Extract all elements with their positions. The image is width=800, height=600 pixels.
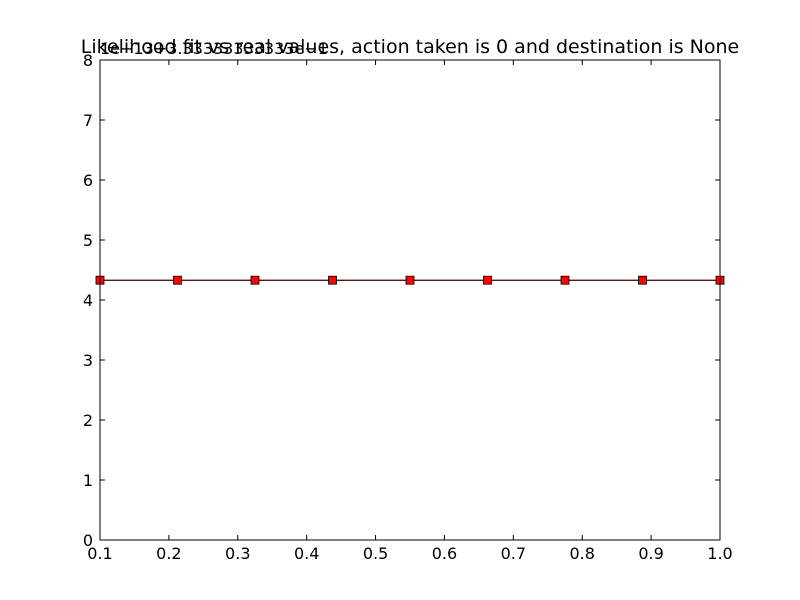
y-axis: 0 1 2 3 4 5 6 7 8 (83, 51, 720, 550)
x-tick-label: 0.7 (501, 544, 526, 563)
x-tick-label: 0.1 (87, 544, 112, 563)
y-tick-label: 0 (83, 531, 93, 550)
plot-area (100, 60, 720, 540)
y-tick-label: 2 (83, 411, 93, 430)
x-tick-label: 0.2 (156, 544, 181, 563)
data-point-marker (173, 275, 182, 285)
offset-label: 1e−13+3.33333333333e−1 (100, 39, 328, 58)
y-tick-label: 3 (83, 351, 93, 370)
x-tick-label: 0.3 (225, 544, 250, 563)
data-point-marker (560, 275, 570, 285)
data-point-marker (638, 275, 647, 285)
data-point-marker (250, 275, 260, 285)
x-axis: 0.1 0.2 0.3 0.4 0.5 0.6 0.7 0.8 0.9 1.0 (87, 60, 733, 563)
data-point-marker (328, 275, 337, 285)
y-tick-label: 1 (83, 471, 93, 490)
y-tick-label: 6 (83, 171, 93, 190)
x-tick-label: 0.6 (432, 544, 457, 563)
y-tick-label: 4 (83, 291, 93, 310)
chart-title: Likelihood fit vs real values, action ta… (81, 36, 740, 58)
x-tick-label: 0.5 (363, 544, 388, 563)
x-tick-label: 0.8 (569, 544, 594, 563)
x-tick-label: 0.4 (294, 544, 319, 563)
y-tick-label: 5 (83, 231, 93, 250)
data-point-marker (405, 275, 415, 285)
y-tick-label: 8 (83, 51, 93, 70)
data-point-marker (483, 275, 492, 285)
x-tick-label: 1.0 (707, 544, 732, 563)
y-tick-label: 7 (83, 111, 93, 130)
x-tick-label: 0.9 (638, 544, 663, 563)
